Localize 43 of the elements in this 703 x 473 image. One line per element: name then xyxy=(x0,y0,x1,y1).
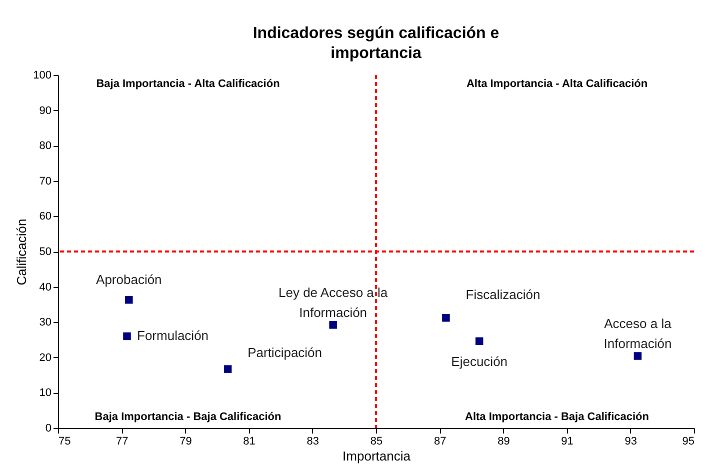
point xyxy=(224,365,232,373)
point xyxy=(634,352,642,360)
point xyxy=(123,332,131,340)
x-tick-label: 95 xyxy=(682,436,694,448)
x-tick-label: 81 xyxy=(243,436,256,448)
y-tick-label: 70 xyxy=(39,175,52,188)
annotation: Acceso a la Información xyxy=(604,316,672,351)
x-tick-label: 75 xyxy=(58,436,71,448)
x-tick-label: 89 xyxy=(498,436,510,448)
x-axis-title: Importancia xyxy=(342,448,412,464)
y-tick-label: 90 xyxy=(39,104,52,117)
annotation: Baja Importancia - Baja Calificación xyxy=(94,411,282,423)
annotation: Ejecución xyxy=(451,354,508,370)
annotation: Formulación xyxy=(137,328,209,344)
y-tick-label: 20 xyxy=(39,352,52,364)
point xyxy=(442,314,450,322)
x-tick-label: 93 xyxy=(624,436,638,448)
annotation: Participación xyxy=(248,345,322,360)
y-tick-label: 40 xyxy=(39,281,52,294)
annotation: Baja Importancia - Alta Calificación xyxy=(96,78,280,90)
y-tick-label: 30 xyxy=(39,316,52,329)
y-tick-label: 50 xyxy=(39,246,52,258)
point xyxy=(125,296,133,304)
annotation: Alta Importancia - Baja Calificación xyxy=(465,411,650,423)
y-axis-title: Calificación xyxy=(14,218,30,286)
x-tick-label: 87 xyxy=(434,436,446,448)
annotation: Ley de Acceso a la Información xyxy=(278,284,388,320)
x-tick-label: 85 xyxy=(370,436,383,448)
y-tick-label: 10 xyxy=(39,387,52,400)
x-tick-label: 91 xyxy=(561,436,574,448)
x-tick-label: 79 xyxy=(180,436,192,448)
y-tick-label: 100 xyxy=(33,70,52,82)
y-tick-label: 0 xyxy=(45,422,52,434)
y-tick-label: 60 xyxy=(39,210,52,223)
annotation: Aprobación xyxy=(96,272,162,287)
point xyxy=(329,321,337,329)
x-tick-label: 77 xyxy=(116,436,128,448)
annotation: Alta Importancia - Alta Calificación xyxy=(466,78,648,90)
chart-title: Indicadores según calificación e importancia xyxy=(252,25,500,62)
point xyxy=(475,337,484,346)
annotation: Fiscalización xyxy=(466,286,540,302)
y-tick-label: 80 xyxy=(39,140,52,152)
x-tick-label: 83 xyxy=(306,436,320,448)
